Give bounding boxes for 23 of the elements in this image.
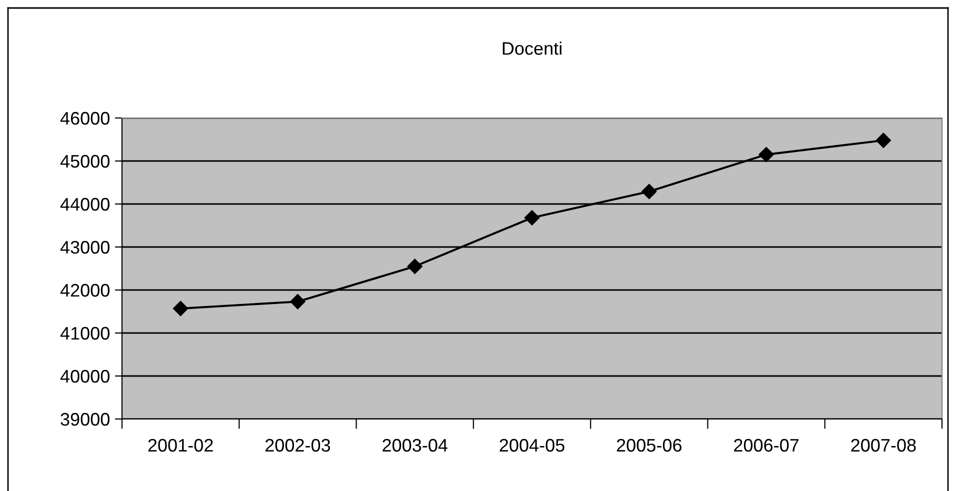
y-tick-label: 40000 bbox=[60, 370, 110, 383]
x-tick-label: 2006-07 bbox=[734, 438, 799, 452]
point bbox=[876, 132, 891, 148]
chart-title: Docenti bbox=[502, 42, 562, 55]
point bbox=[290, 294, 306, 310]
y-tick-label: 46000 bbox=[60, 112, 110, 125]
x-tick-label: 2004-05 bbox=[500, 438, 564, 452]
y-tick-label: 45000 bbox=[60, 154, 110, 168]
point bbox=[173, 300, 188, 316]
point bbox=[642, 184, 657, 200]
y-tick-label: 44000 bbox=[60, 198, 110, 211]
point bbox=[524, 210, 540, 226]
x-tick-label: 2007-08 bbox=[851, 438, 916, 452]
point bbox=[407, 258, 422, 274]
x-tick-label: 2005-06 bbox=[616, 438, 682, 452]
x-tick-label: 2003-04 bbox=[382, 438, 448, 452]
y-tick-label: 41000 bbox=[60, 326, 110, 340]
y-tick-label: 42000 bbox=[60, 284, 110, 297]
y-tick-label: 43000 bbox=[60, 240, 110, 254]
point bbox=[758, 146, 774, 162]
x-tick-label: 2001-02 bbox=[148, 438, 213, 452]
x-tick-label: 2002-03 bbox=[265, 438, 330, 452]
y-tick-label: 39000 bbox=[60, 412, 110, 426]
